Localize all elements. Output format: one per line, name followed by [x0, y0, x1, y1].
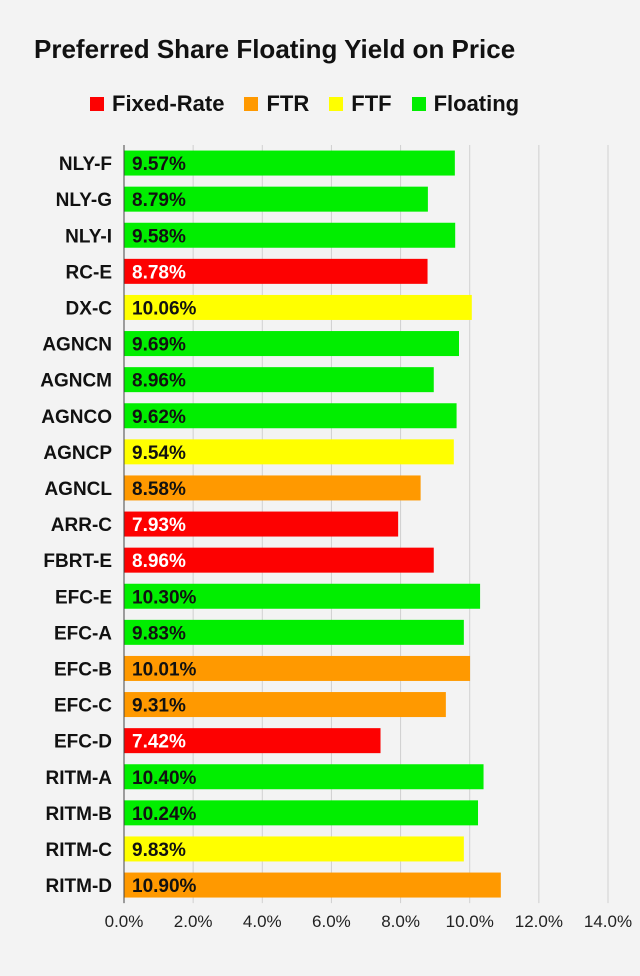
bar [124, 547, 434, 573]
data-label: 9.57% [132, 154, 186, 175]
data-label: 9.69% [132, 335, 186, 356]
data-label: 8.78% [132, 262, 186, 283]
data-label: 9.62% [132, 407, 186, 428]
bar [124, 583, 481, 609]
bar [124, 222, 456, 248]
category-label: EFC-E [55, 587, 112, 608]
legend-item-fixed-rate: Fixed-Rate [90, 91, 224, 117]
data-label: 10.06% [132, 298, 197, 319]
legend-item-ftf: FTF [329, 91, 392, 117]
category-label: AGNCM [40, 371, 112, 392]
data-label: 7.42% [132, 732, 186, 753]
category-label: EFC-B [54, 659, 112, 680]
data-label: 9.58% [132, 226, 186, 247]
data-label: 10.30% [132, 587, 197, 608]
x-tick-label: 8.0% [381, 912, 420, 931]
category-label: RITM-D [46, 876, 112, 897]
category-label: DX-C [66, 298, 113, 319]
data-label: 9.83% [132, 623, 186, 644]
bar [124, 692, 446, 718]
bar [124, 475, 421, 501]
data-label: 10.24% [132, 804, 197, 825]
bar [124, 403, 457, 429]
legend-swatch-ftf [329, 97, 344, 111]
data-label: 9.83% [132, 840, 186, 861]
category-label: AGNCL [44, 479, 112, 500]
bar [124, 655, 471, 681]
bar [124, 258, 428, 284]
category-label: RC-E [66, 262, 112, 283]
category-label: NLY-I [65, 226, 112, 247]
category-label: RITM-B [46, 804, 112, 825]
category-label: RITM-C [46, 840, 113, 861]
category-label: ARR-C [51, 515, 112, 536]
data-label: 10.40% [132, 768, 197, 789]
x-tick-label: 0.0% [105, 912, 144, 931]
data-label: 9.54% [132, 443, 186, 464]
bar [124, 619, 464, 645]
data-label: 8.96% [132, 551, 186, 572]
legend-swatch-ftr [244, 97, 259, 111]
chart-title: Preferred Share Floating Yield on Price [34, 34, 516, 64]
x-tick-label: 6.0% [312, 912, 351, 931]
category-label: NLY-G [56, 190, 112, 211]
data-label: 10.01% [132, 659, 197, 680]
category-label: EFC-D [54, 732, 112, 753]
data-label: 8.58% [132, 479, 186, 500]
legend-swatch-floating [411, 97, 426, 111]
bar [124, 186, 428, 212]
bar [124, 294, 472, 320]
x-tick-label: 4.0% [243, 912, 282, 931]
bar [124, 367, 434, 393]
bar [124, 872, 501, 898]
x-tick-label: 14.0% [584, 912, 632, 931]
category-label: AGNCN [42, 335, 112, 356]
legend-label-fixed-rate: Fixed-Rate [112, 91, 225, 116]
bar [124, 439, 454, 465]
data-label: 8.79% [132, 190, 186, 211]
category-label: RITM-A [46, 768, 113, 789]
category-label: AGNCO [41, 407, 112, 428]
x-tick-label: 2.0% [174, 912, 213, 931]
bar [124, 331, 459, 357]
data-label: 7.93% [132, 515, 186, 536]
x-tick-label: 12.0% [515, 912, 563, 931]
category-label: FBRT-E [43, 551, 112, 572]
category-label: EFC-A [54, 623, 112, 644]
bar [124, 150, 455, 176]
bar [124, 836, 464, 862]
data-label: 9.31% [132, 696, 186, 717]
bar [124, 728, 381, 754]
legend-label-ftr: FTR [266, 91, 310, 116]
x-tick-label: 10.0% [446, 912, 494, 931]
legend-swatch-fixed-rate [90, 97, 104, 111]
category-label: NLY-F [59, 154, 112, 175]
category-label: AGNCP [43, 443, 112, 464]
legend-label-ftf: FTF [351, 91, 392, 116]
legend-item-ftr: FTR [244, 91, 309, 117]
legend-item-floating: Floating [411, 91, 520, 117]
data-label: 8.96% [132, 371, 186, 392]
bar [124, 800, 479, 826]
bar [124, 764, 484, 790]
bar [124, 511, 399, 537]
category-label: EFC-C [54, 696, 112, 717]
legend-label-floating: Floating [433, 91, 520, 116]
data-label: 10.90% [132, 876, 197, 897]
legend: Fixed-Rate FTR FTF Floating [90, 90, 519, 118]
